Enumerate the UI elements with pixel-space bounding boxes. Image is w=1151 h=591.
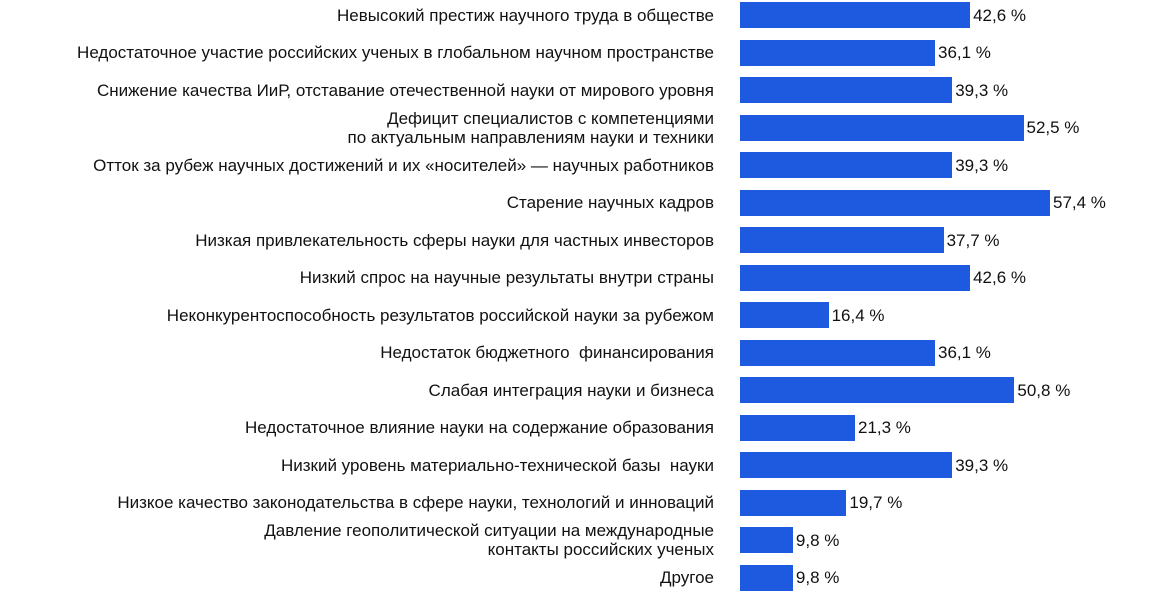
bar <box>740 527 793 553</box>
value-label: 52,5 % <box>1026 118 1080 137</box>
category-label: Давление геополитической ситуации на меж… <box>264 521 714 559</box>
bar <box>740 302 829 328</box>
bar <box>740 339 935 366</box>
bar <box>740 377 1015 403</box>
bar <box>740 414 855 441</box>
value-label: 9,8 % <box>795 568 840 587</box>
bar <box>740 452 953 478</box>
value-label: 9,8 % <box>795 530 840 550</box>
bar <box>740 152 953 178</box>
value-label: 50,8 % <box>1017 380 1071 400</box>
category-label: Низкая привлекательность сферы науки для… <box>195 230 714 250</box>
category-label: Низкий уровень материально-технической б… <box>280 455 714 475</box>
bar <box>740 39 935 66</box>
category-label: Другое <box>659 568 714 587</box>
value-label: 57,4 % <box>1053 193 1106 212</box>
value-label: 42,6 % <box>973 268 1027 287</box>
category-label: Недостаточное влияние науки на содержани… <box>244 418 714 437</box>
value-label: 39,3 % <box>955 155 1009 175</box>
category-label: Старение научных кадров <box>506 193 714 212</box>
bar <box>740 114 1024 141</box>
bar <box>740 264 971 291</box>
value-label: 39,3 % <box>955 455 1009 475</box>
value-label: 36,1 % <box>938 43 991 62</box>
category-label: Низкий спрос на научные результаты внутр… <box>299 268 714 287</box>
category-label: Невысокий престиж научного труда в общес… <box>337 5 714 25</box>
value-label: 37,7 % <box>946 230 1000 250</box>
category-label: Слабая интеграция науки и бизнеса <box>428 380 714 400</box>
value-label: 21,3 % <box>858 418 911 437</box>
value-label: 16,4 % <box>831 305 885 325</box>
category-label: Низкое качество законодательства в сфере… <box>117 493 714 512</box>
value-label: 36,1 % <box>938 343 991 362</box>
bar <box>740 227 944 253</box>
category-label: Неконкурентоспособность результатов росс… <box>166 305 714 325</box>
value-label: 42,6 % <box>973 5 1027 25</box>
category-label: Снижение качества ИиР, отставание отечес… <box>97 80 714 100</box>
category-label: Недостаточное участие российских ученых … <box>77 43 714 62</box>
bar <box>740 189 1050 216</box>
category-label: Отток за рубеж научных достижений и их «… <box>93 155 714 175</box>
bar <box>740 77 953 103</box>
value-label: 19,7 % <box>849 493 903 512</box>
category-label: Дефицит специалистов с компетенциями по … <box>347 108 715 147</box>
bar <box>740 2 971 28</box>
bar <box>740 489 847 516</box>
value-label: 39,3 % <box>955 80 1009 100</box>
bar <box>740 564 793 591</box>
category-label: Недостаток бюджетного финансирования <box>380 343 714 362</box>
